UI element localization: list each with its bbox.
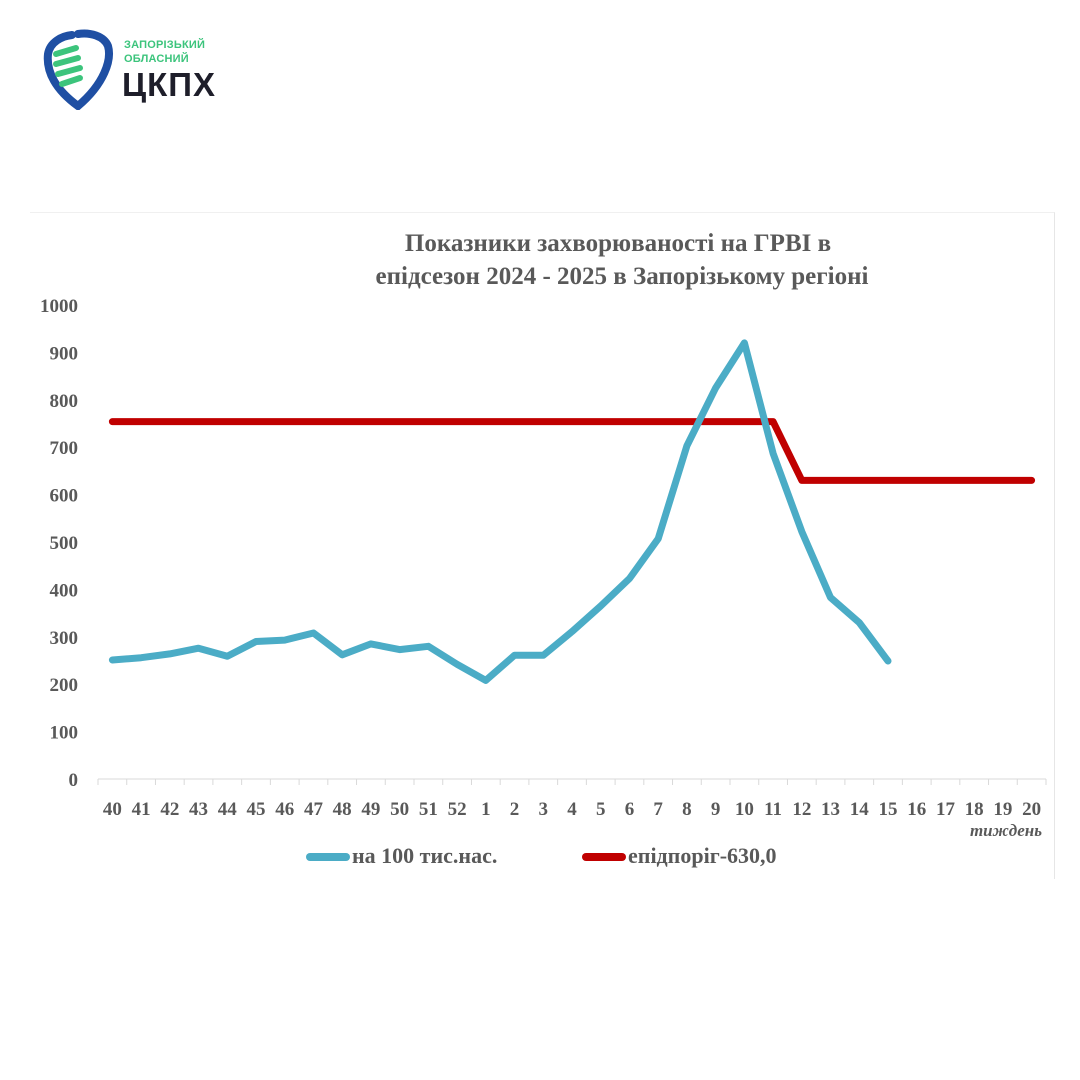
- series-line-threshold: [108, 418, 1036, 484]
- x-tick-label: 8: [682, 799, 692, 820]
- x-tick-label: 16: [907, 799, 926, 820]
- chart-title-line1: Показники захворюваності на ГРВІ в: [405, 230, 831, 257]
- chart-series: [108, 339, 1036, 684]
- x-tick-label: 49: [361, 799, 380, 820]
- logo: ЗАПОРІЗЬКИЙ ОБЛАСНИЙ ЦКПХ: [42, 28, 242, 112]
- y-tick-label: 0: [69, 770, 79, 791]
- x-tick-label: 48: [333, 799, 352, 820]
- x-tick-label: 46: [275, 799, 294, 820]
- x-tick-label: 14: [850, 799, 870, 820]
- x-tick-label: 45: [247, 799, 266, 820]
- x-tick-label: 50: [390, 799, 409, 820]
- legend-swatch-threshold: [582, 853, 626, 861]
- y-tick-label: 900: [50, 343, 79, 364]
- legend-swatch-cases: [306, 853, 350, 861]
- x-tick-label: 47: [304, 799, 324, 820]
- x-tick-label: 41: [132, 799, 151, 820]
- x-tick-label: 51: [419, 799, 438, 820]
- legend-label-cases: на 100 тис.нас.: [352, 843, 498, 868]
- x-tick-label: 20: [1022, 799, 1041, 820]
- y-tick-label: 200: [50, 675, 79, 696]
- x-tick-label: 18: [965, 799, 984, 820]
- logo-name: ЦКПХ: [122, 66, 216, 103]
- x-tick-label: 13: [821, 799, 840, 820]
- chart-title-line2: епідсезон 2024 - 2025 в Запорізькому рег…: [376, 263, 869, 290]
- x-tick-label: 43: [189, 799, 208, 820]
- x-tick-label: 6: [625, 799, 635, 820]
- x-tick-label: 44: [218, 799, 238, 820]
- x-tick-label: 19: [993, 799, 1012, 820]
- x-tick-label: 11: [764, 799, 782, 820]
- y-tick-label: 100: [50, 723, 79, 744]
- x-tick-label: 40: [103, 799, 122, 820]
- y-tick-label: 700: [50, 438, 79, 459]
- x-tick-label: 10: [735, 799, 754, 820]
- x-tick-label: 9: [711, 799, 721, 820]
- chart-axes: 40 41 42 43 44 45 46 47 48 49 50 51 52 1 2 3 4 5 6 7 8 9 10 11 1…: [40, 296, 1047, 820]
- legend-label-threshold: епідпоріг-630,0: [628, 843, 777, 868]
- x-tick-label: 17: [936, 799, 956, 820]
- x-tick-label: 52: [448, 799, 467, 820]
- series-line-cases: [108, 339, 892, 684]
- y-tick-label: 1000: [40, 296, 78, 317]
- x-tick-label: 42: [160, 799, 179, 820]
- y-tick-label: 300: [50, 628, 79, 649]
- logo-text-line2: ОБЛАСНИЙ: [124, 53, 189, 65]
- x-tick-label: 7: [653, 799, 663, 820]
- legend: на 100 тис.нас. епідпоріг-630,0: [0, 843, 1080, 877]
- x-axis-label: тиждень: [970, 821, 1042, 840]
- x-tick-label: 15: [879, 799, 898, 820]
- y-tick-label: 400: [50, 580, 79, 601]
- chart-area: [30, 212, 1055, 879]
- y-tick-label: 600: [50, 486, 79, 507]
- y-tick-label: 500: [50, 533, 79, 554]
- y-tick-label: 800: [50, 391, 79, 412]
- shield-logo-icon: [43, 29, 113, 110]
- x-tick-label: 1: [481, 799, 491, 820]
- x-tick-label: 2: [510, 799, 520, 820]
- x-tick-label: 3: [539, 799, 549, 820]
- x-tick-label: 12: [792, 799, 811, 820]
- logo-text-line1: ЗАПОРІЗЬКИЙ: [124, 39, 206, 51]
- x-tick-label: 5: [596, 799, 606, 820]
- x-tick-label: 4: [567, 799, 577, 820]
